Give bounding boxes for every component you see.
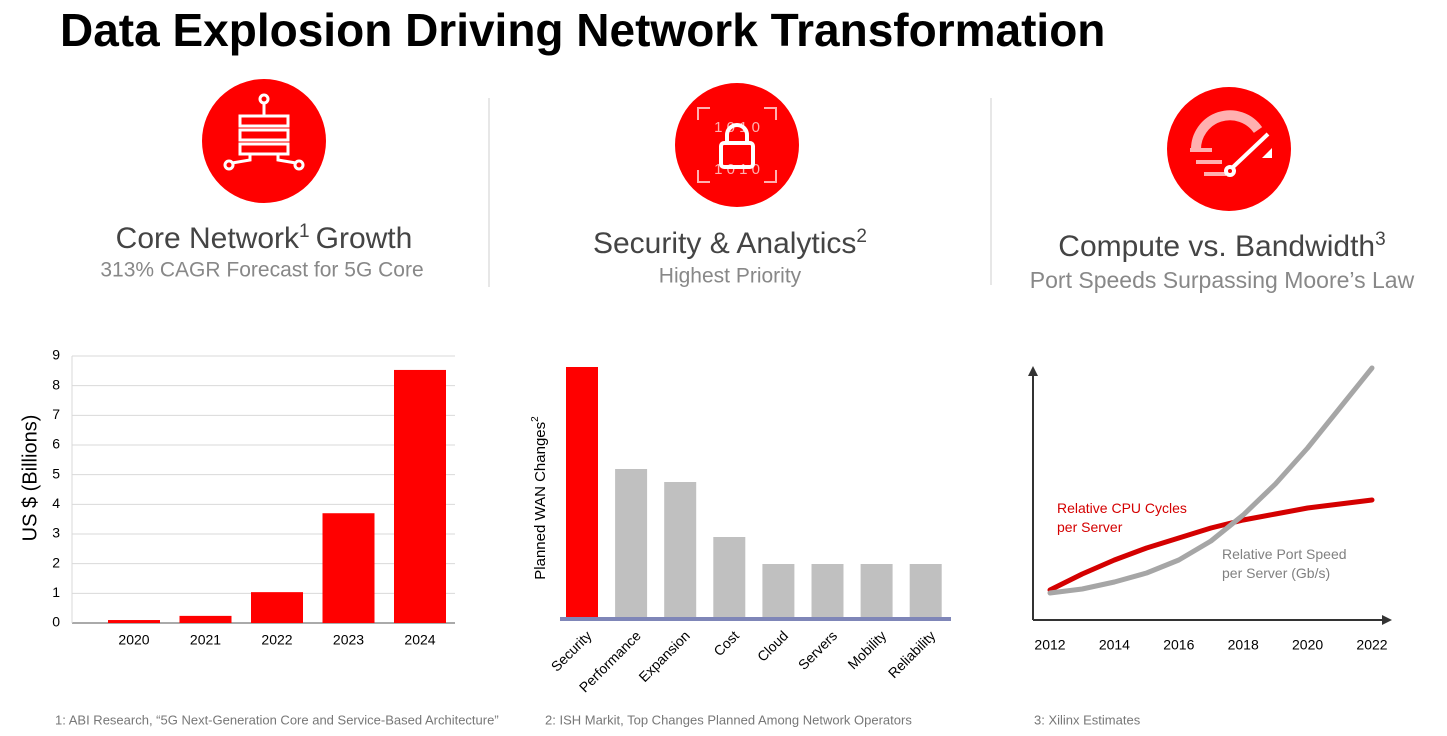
y-tick-label: 4: [52, 495, 60, 511]
bar: [615, 469, 648, 617]
y-axis-label-text: Planned WAN Changes: [532, 422, 549, 580]
panel-heading: Security & Analytics2: [593, 226, 867, 260]
y-tick-label: 1: [52, 584, 60, 600]
y-axis-label: US $ (Billions): [19, 415, 41, 542]
heading-sup: 1: [299, 221, 310, 242]
bar: [811, 564, 844, 617]
series-label: Relative Port Speed per Server (Gb/s): [1222, 546, 1347, 581]
y-tick-label: 8: [52, 376, 60, 392]
lock-icon: 1 0 1 0 1 0 1 0: [675, 83, 799, 207]
bar: [394, 369, 446, 623]
y-axis-label-sup: 2: [530, 416, 541, 422]
heading-text: Compute vs. Bandwidth: [1058, 230, 1375, 263]
x-tick-label: 2020: [1292, 637, 1323, 653]
panel-subheading: 313% CAGR Forecast for 5G Core: [100, 259, 423, 282]
x-tick-label: 2024: [404, 632, 435, 648]
bar: [566, 367, 598, 617]
x-tick-label: 2022: [261, 632, 292, 648]
y-tick-label: 9: [52, 347, 60, 363]
x-tick-label: 2023: [333, 632, 364, 648]
heading-text: Security & Analytics: [593, 227, 856, 260]
footnote: 3: Xilinx Estimates: [1034, 712, 1141, 727]
y-tick-label: 5: [52, 465, 60, 481]
y-axis-label: Planned WAN Changes2: [530, 416, 549, 580]
x-tick-label: Servers: [795, 627, 840, 672]
heading-text: Core Network: [116, 222, 300, 255]
heading-sup: 3: [1375, 229, 1386, 250]
axes: [1028, 366, 1392, 625]
y-tick-label: 6: [52, 436, 60, 452]
bar: [179, 615, 232, 623]
panel-subheading: Port Speeds Surpassing Moore’s Law: [1030, 267, 1415, 293]
x-tick-label: Cost: [710, 627, 742, 659]
x-tick-label: 2012: [1034, 637, 1065, 653]
bar: [909, 564, 942, 617]
heading-sup: 2: [856, 226, 867, 247]
y-tick-label: 0: [52, 614, 60, 630]
heading-text: Growth: [316, 222, 413, 255]
x-tick-label: Cloud: [754, 627, 791, 664]
y-tick-label: 3: [52, 525, 60, 541]
panel-heading: Compute vs. Bandwidth3: [1058, 229, 1385, 263]
svg-text:1 0 1 0: 1 0 1 0: [714, 119, 760, 136]
x-tick-label: Security: [548, 627, 595, 674]
x-tick-label: Reliability: [885, 627, 939, 681]
x-tick-label: 2022: [1356, 637, 1387, 653]
series-line: [1047, 497, 1375, 593]
series-label: Relative CPU Cycles per Server: [1057, 500, 1187, 535]
bar: [664, 482, 697, 617]
bar: [322, 513, 375, 623]
panel-subheading: Highest Priority: [659, 265, 802, 288]
x-tick-label: Expansion: [635, 627, 693, 685]
gauge-icon: [1167, 87, 1291, 211]
x-tick-label: 2018: [1228, 637, 1259, 653]
footnote: 1: ABI Research, “5G Next-Generation Cor…: [55, 712, 499, 727]
y-tick-label: 7: [52, 406, 60, 422]
x-tick-label: 2016: [1163, 637, 1194, 653]
x-tick-label: 2021: [190, 632, 221, 648]
x-tick-label: 2020: [118, 632, 149, 648]
series-line: [1047, 365, 1375, 596]
footnote: 2: ISH Markit, Top Changes Planned Among…: [545, 712, 912, 727]
slide-title: Data Explosion Driving Network Transform…: [60, 4, 1105, 56]
panel-heading: Core Network1 Growth: [116, 221, 413, 255]
y-tick-label: 2: [52, 554, 60, 570]
bar: [108, 620, 160, 623]
server-icon: [202, 79, 326, 203]
bar: [713, 537, 746, 617]
bar: [762, 564, 795, 617]
x-tick-label: Mobility: [844, 627, 889, 672]
x-tick-label: 2014: [1099, 637, 1130, 653]
bar: [860, 564, 893, 617]
bar: [251, 592, 303, 623]
